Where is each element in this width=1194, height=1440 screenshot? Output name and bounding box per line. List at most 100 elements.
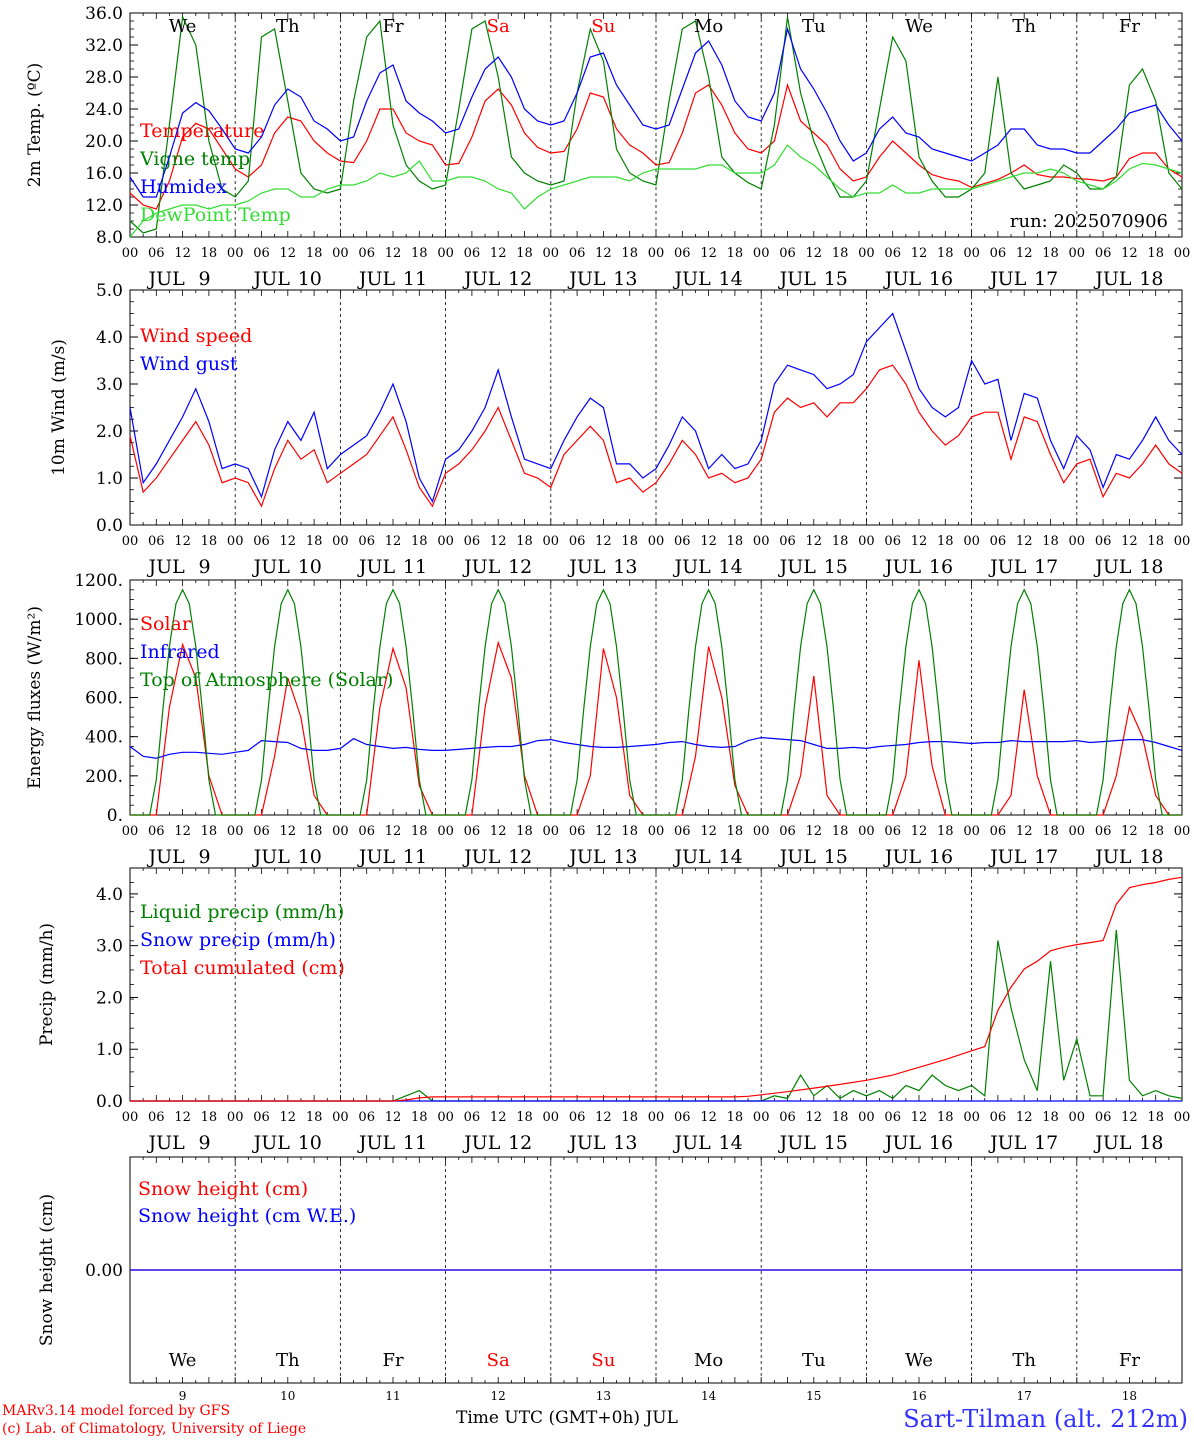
hour-tick-label: 18 — [201, 534, 218, 549]
day-label: Su — [591, 1350, 615, 1371]
hour-tick-label: 00 — [332, 1110, 349, 1125]
hour-tick-label: 06 — [464, 824, 481, 839]
hour-tick-label: 12 — [911, 1110, 928, 1125]
footer-copyright: (c) Lab. of Climatology, University of L… — [2, 1421, 306, 1437]
hour-tick-label: 12 — [700, 1110, 717, 1125]
date-label: 14 — [719, 268, 743, 290]
hour-tick-label: 06 — [674, 534, 691, 549]
month-label: JUL — [146, 1132, 185, 1154]
day-label: We — [169, 1350, 197, 1371]
hour-tick-label: 18 — [201, 824, 218, 839]
hour-tick-label: 06 — [990, 246, 1007, 261]
month-label: JUL — [252, 1132, 291, 1154]
month-label: JUL — [252, 846, 291, 868]
day-label: Th — [276, 16, 300, 37]
hour-tick-label: 18 — [832, 534, 849, 549]
hour-tick-label: 12 — [490, 534, 507, 549]
run-annotation: run: 2025070906 — [1010, 211, 1168, 232]
date-label: 17 — [1034, 556, 1058, 578]
hour-tick-label: 18 — [306, 534, 323, 549]
date-label: 16 — [911, 1389, 926, 1403]
hour-tick-label: 06 — [253, 824, 270, 839]
day-label: Mo — [694, 1350, 723, 1371]
month-label: JUL — [567, 1132, 606, 1154]
day-label: Sa — [487, 16, 510, 37]
hour-tick-label: 00 — [332, 246, 349, 261]
month-label: JUL — [883, 556, 922, 578]
date-label: 18 — [1139, 268, 1163, 290]
hour-tick-label: 06 — [779, 246, 796, 261]
day-label: Tu — [802, 16, 826, 37]
y-axis-label: Energy fluxes (W/m²) — [25, 606, 45, 789]
hour-tick-label: 18 — [201, 1110, 218, 1125]
hour-tick-label: 00 — [753, 246, 770, 261]
hour-tick-label: 06 — [464, 246, 481, 261]
month-label: JUL — [883, 1132, 922, 1154]
date-label: 9 — [179, 1389, 187, 1403]
y-tick-label: 200. — [85, 767, 123, 787]
series-line — [129, 144, 1183, 238]
hour-tick-label: 12 — [806, 534, 823, 549]
footer-station: Sart-Tilman (alt. 212m) — [903, 1405, 1188, 1433]
day-label: Fr — [1119, 16, 1140, 37]
legend-entry: Humidex — [140, 176, 227, 198]
day-label: We — [169, 16, 197, 37]
hour-tick-label: 12 — [1016, 534, 1033, 549]
date-label: 13 — [613, 1132, 637, 1154]
month-label: JUL — [672, 556, 711, 578]
hour-tick-label: 12 — [1016, 246, 1033, 261]
date-label: 11 — [403, 846, 427, 868]
hour-tick-label: 06 — [148, 246, 165, 261]
date-label: 17 — [1017, 1389, 1032, 1403]
date-label: 14 — [701, 1389, 717, 1403]
y-tick-label: 600. — [85, 689, 123, 709]
hour-tick-label: 12 — [280, 1110, 297, 1125]
hour-tick-label: 00 — [227, 246, 244, 261]
day-label: Fr — [1119, 1350, 1140, 1371]
hour-tick-label: 18 — [1147, 1110, 1164, 1125]
date-label: 11 — [385, 1389, 400, 1403]
hour-tick-label: 12 — [385, 1110, 402, 1125]
hour-tick-label: 00 — [648, 534, 665, 549]
hour-tick-label: 06 — [464, 534, 481, 549]
hour-tick-label: 12 — [174, 534, 191, 549]
legend-entry: Top of Atmosphere (Solar) — [140, 669, 393, 691]
month-label: JUL — [1093, 556, 1132, 578]
hour-tick-label: 06 — [569, 534, 586, 549]
hour-tick-label: 06 — [253, 246, 270, 261]
hour-tick-label: 12 — [490, 246, 507, 261]
y-tick-label: 400. — [85, 728, 123, 748]
hour-tick-label: 12 — [595, 824, 612, 839]
series-line — [130, 930, 1183, 1102]
date-label: 18 — [1139, 556, 1163, 578]
hour-tick-label: 18 — [201, 246, 218, 261]
hour-tick-label: 12 — [385, 246, 402, 261]
hour-tick-label: 18 — [306, 246, 323, 261]
hour-tick-label: 18 — [411, 824, 428, 839]
hour-tick-label: 12 — [490, 824, 507, 839]
y-tick-label: 32.0 — [85, 36, 123, 56]
date-label: 17 — [1034, 846, 1058, 868]
month-label: JUL — [357, 556, 396, 578]
hour-tick-label: 00 — [437, 824, 454, 839]
day-label: Th — [1012, 1350, 1036, 1371]
month-label: JUL — [778, 846, 817, 868]
y-tick-label: 3.0 — [96, 375, 123, 395]
date-label: 16 — [929, 1132, 953, 1154]
day-label: Th — [276, 1350, 300, 1371]
date-label: 15 — [806, 1389, 821, 1403]
hour-tick-label: 00 — [1069, 824, 1086, 839]
hour-tick-label: 06 — [884, 246, 901, 261]
hour-tick-label: 18 — [621, 534, 638, 549]
day-label: Sa — [487, 1350, 510, 1371]
month-label: JUL — [567, 846, 606, 868]
date-label: 12 — [508, 556, 532, 578]
hour-tick-label: 00 — [963, 534, 980, 549]
hour-tick-label: 12 — [174, 246, 191, 261]
month-label: JUL — [1093, 846, 1132, 868]
month-label: JUL — [988, 1132, 1027, 1154]
hour-tick-label: 12 — [174, 1110, 191, 1125]
hour-tick-label: 00 — [753, 824, 770, 839]
hour-tick-label: 12 — [280, 246, 297, 261]
hour-tick-label: 18 — [1042, 246, 1059, 261]
